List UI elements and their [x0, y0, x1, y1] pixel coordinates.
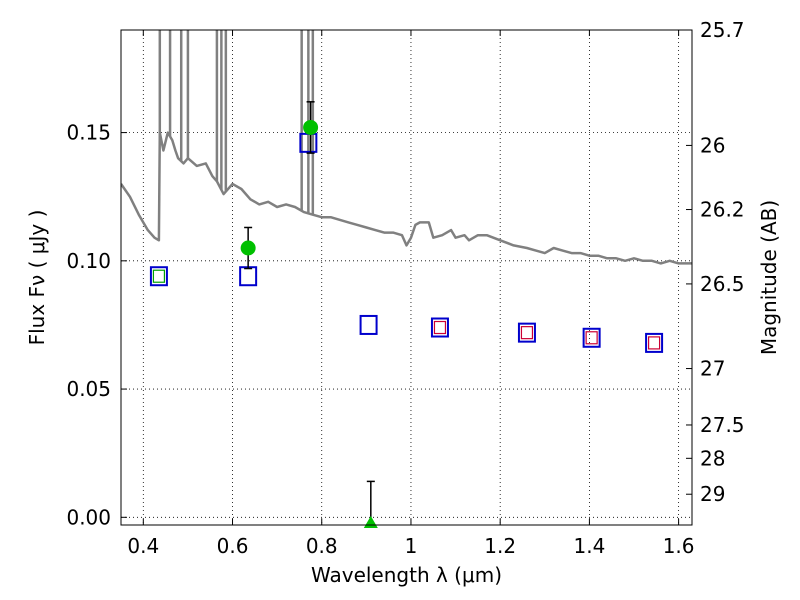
model-photometry-square — [582, 327, 601, 348]
y2-tick-label: 27 — [700, 357, 725, 381]
plot-frame — [120, 29, 693, 526]
y2-tick-label: 25.7 — [700, 18, 745, 42]
data-points-layer — [149, 101, 664, 528]
y-axis-label: Flux Fν ( μJy ) — [25, 210, 49, 346]
x-axis-label: Wavelength λ (μm) — [311, 563, 502, 587]
grid — [121, 30, 692, 525]
x-tick-label: 0.4 — [127, 534, 159, 558]
inner-photometry-square — [152, 269, 166, 283]
model-photometry-square — [517, 322, 536, 343]
y2-tick-label: 29 — [700, 482, 725, 506]
y-tick-label: 0.15 — [66, 121, 111, 145]
x-tick-label: 1.2 — [484, 534, 516, 558]
model-spectrum-line — [121, 131, 692, 265]
observed-data-point — [303, 119, 319, 135]
axes: 0.4 0.6 0.8 1 1.2 1.4 1.6 0.00 0.05 0.10 0.15 25.7 2… — [66, 18, 744, 558]
x-tick-label: 1 — [405, 534, 418, 558]
x-tick-label: 1.6 — [663, 534, 695, 558]
x-tick-label: 1.4 — [573, 534, 605, 558]
y2-tick-label: 26 — [700, 133, 725, 157]
x-tick-label: 0.8 — [306, 534, 338, 558]
y2-tick-label: 26.5 — [700, 272, 745, 296]
y2-axis-label: Magnitude (AB) — [757, 200, 781, 355]
y2-tick-label: 28 — [700, 446, 725, 470]
model-photometry-square — [359, 314, 378, 335]
inner-photometry-square — [647, 336, 661, 350]
model-photometry-square — [149, 266, 168, 287]
y2-tick-label: 26.2 — [700, 198, 745, 222]
y-tick-label: 0.05 — [66, 377, 111, 401]
x-tick-label: 0.6 — [217, 534, 249, 558]
observed-data-point — [240, 240, 256, 256]
inner-photometry-square — [585, 331, 598, 345]
y-tick-label: 0.10 — [66, 249, 111, 273]
model-photometry-square — [645, 332, 664, 353]
inner-photometry-square — [520, 326, 534, 340]
model-photometry-square — [430, 317, 449, 338]
y-tick-label: 0.00 — [66, 505, 111, 529]
y2-tick-label: 27.5 — [700, 413, 745, 437]
inner-photometry-square — [433, 320, 447, 335]
